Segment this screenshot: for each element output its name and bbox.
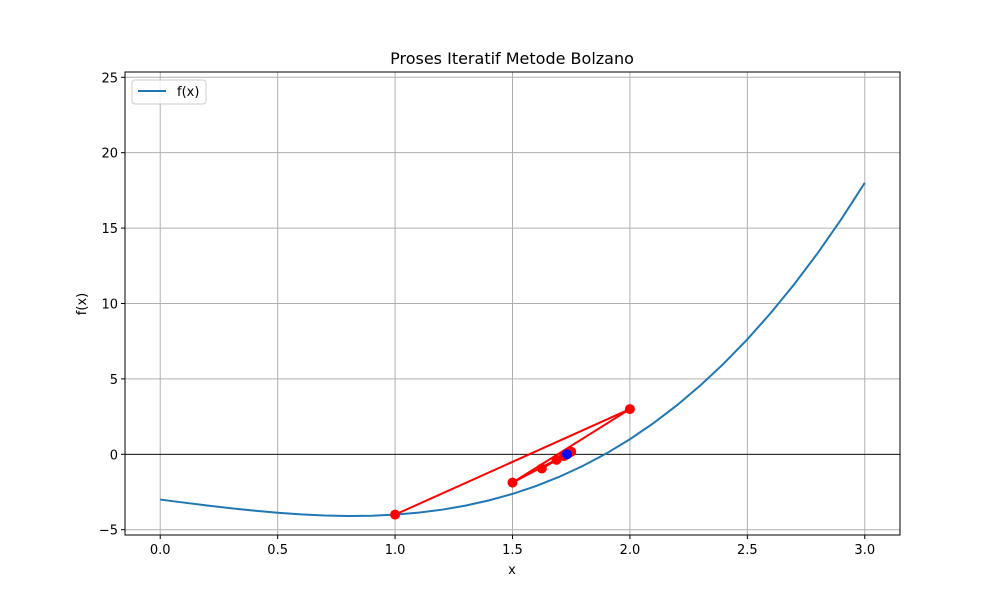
iteration-point [551, 454, 562, 465]
y-tick-label: 10 [101, 298, 118, 313]
y-tick-label: 15 [101, 222, 118, 237]
legend-label-fx: f(x) [177, 85, 199, 100]
iteration-point [507, 477, 518, 488]
x-tick-label: 1.5 [502, 543, 523, 558]
legend-box [131, 79, 207, 105]
iteration-segment [511, 408, 631, 484]
iteration-point [390, 509, 401, 520]
iteration-point [624, 404, 635, 415]
plot-area [125, 182, 900, 520]
x-tick-label: 2.5 [737, 543, 758, 558]
y-tick-label: 20 [101, 147, 118, 162]
root-point [561, 449, 572, 460]
x-tick-label: 3.0 [854, 543, 875, 558]
chart-title: Proses Iteratif Metode Bolzano [390, 49, 634, 68]
series-line-fx [160, 182, 866, 517]
y-tick-label: −5 [99, 524, 118, 539]
x-tick-label: 1.0 [385, 543, 406, 558]
y-axis-label: f(x) [75, 293, 90, 315]
y-tick-label: 5 [110, 373, 118, 388]
iteration-segment [394, 408, 631, 516]
y-tick-label: 25 [101, 71, 118, 86]
x-tick-label: 0.5 [267, 543, 288, 558]
legend: f(x) [131, 79, 207, 105]
x-tick-label: 2.0 [620, 543, 641, 558]
iteration-point [536, 463, 547, 474]
axis-ticks: 0.0 0.5 1.0 1.5 2.0 2.5 3.0 −5 0 5 10 15 20 25 [99, 71, 875, 558]
y-tick-label: 0 [110, 448, 118, 463]
x-tick-label: 0.0 [150, 543, 171, 558]
x-axis-label: x [508, 563, 516, 578]
